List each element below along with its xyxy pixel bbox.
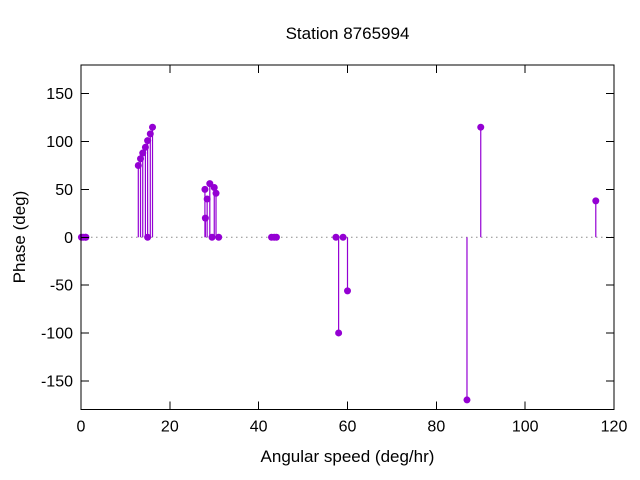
y-tick-label: 150 xyxy=(46,86,73,103)
data-point xyxy=(149,123,157,131)
data-point xyxy=(344,287,351,295)
data-point xyxy=(146,130,154,138)
y-tick-label: -100 xyxy=(41,325,73,342)
data-point xyxy=(272,233,280,241)
data-point xyxy=(463,396,471,404)
y-tick-label: 0 xyxy=(64,230,73,247)
data-point xyxy=(134,161,142,169)
data-point xyxy=(592,197,600,205)
data-point xyxy=(339,233,347,241)
data-point xyxy=(144,233,152,241)
data-point xyxy=(139,149,147,157)
data-point xyxy=(141,143,149,151)
x-tick-label: 100 xyxy=(512,419,539,436)
x-tick-label: 60 xyxy=(339,419,357,436)
x-tick-label: 20 xyxy=(161,419,179,436)
data-point xyxy=(335,329,343,337)
data-point xyxy=(477,123,485,131)
data-point xyxy=(137,155,145,163)
data-point xyxy=(208,233,216,241)
data-point xyxy=(332,233,340,241)
x-tick-label: 40 xyxy=(250,419,268,436)
data-point xyxy=(201,185,209,193)
x-tick-label: 120 xyxy=(601,419,628,436)
y-tick-label: 50 xyxy=(55,182,73,199)
x-tick-label: 80 xyxy=(427,419,445,436)
data-point xyxy=(203,195,211,203)
data-point xyxy=(210,183,218,191)
x-axis-label: Angular speed (deg/hr) xyxy=(260,447,435,466)
chart-title: Station 8765994 xyxy=(285,24,410,43)
y-tick-label: -50 xyxy=(50,278,73,295)
data-point xyxy=(144,137,152,145)
y-tick-label: -150 xyxy=(41,373,73,390)
y-tick-label: 100 xyxy=(46,134,73,151)
data-point xyxy=(215,233,223,241)
y-axis-label: Phase (deg) xyxy=(10,190,29,284)
data-point xyxy=(201,214,209,222)
x-tick-label: 0 xyxy=(77,419,86,436)
data-point xyxy=(212,189,220,197)
